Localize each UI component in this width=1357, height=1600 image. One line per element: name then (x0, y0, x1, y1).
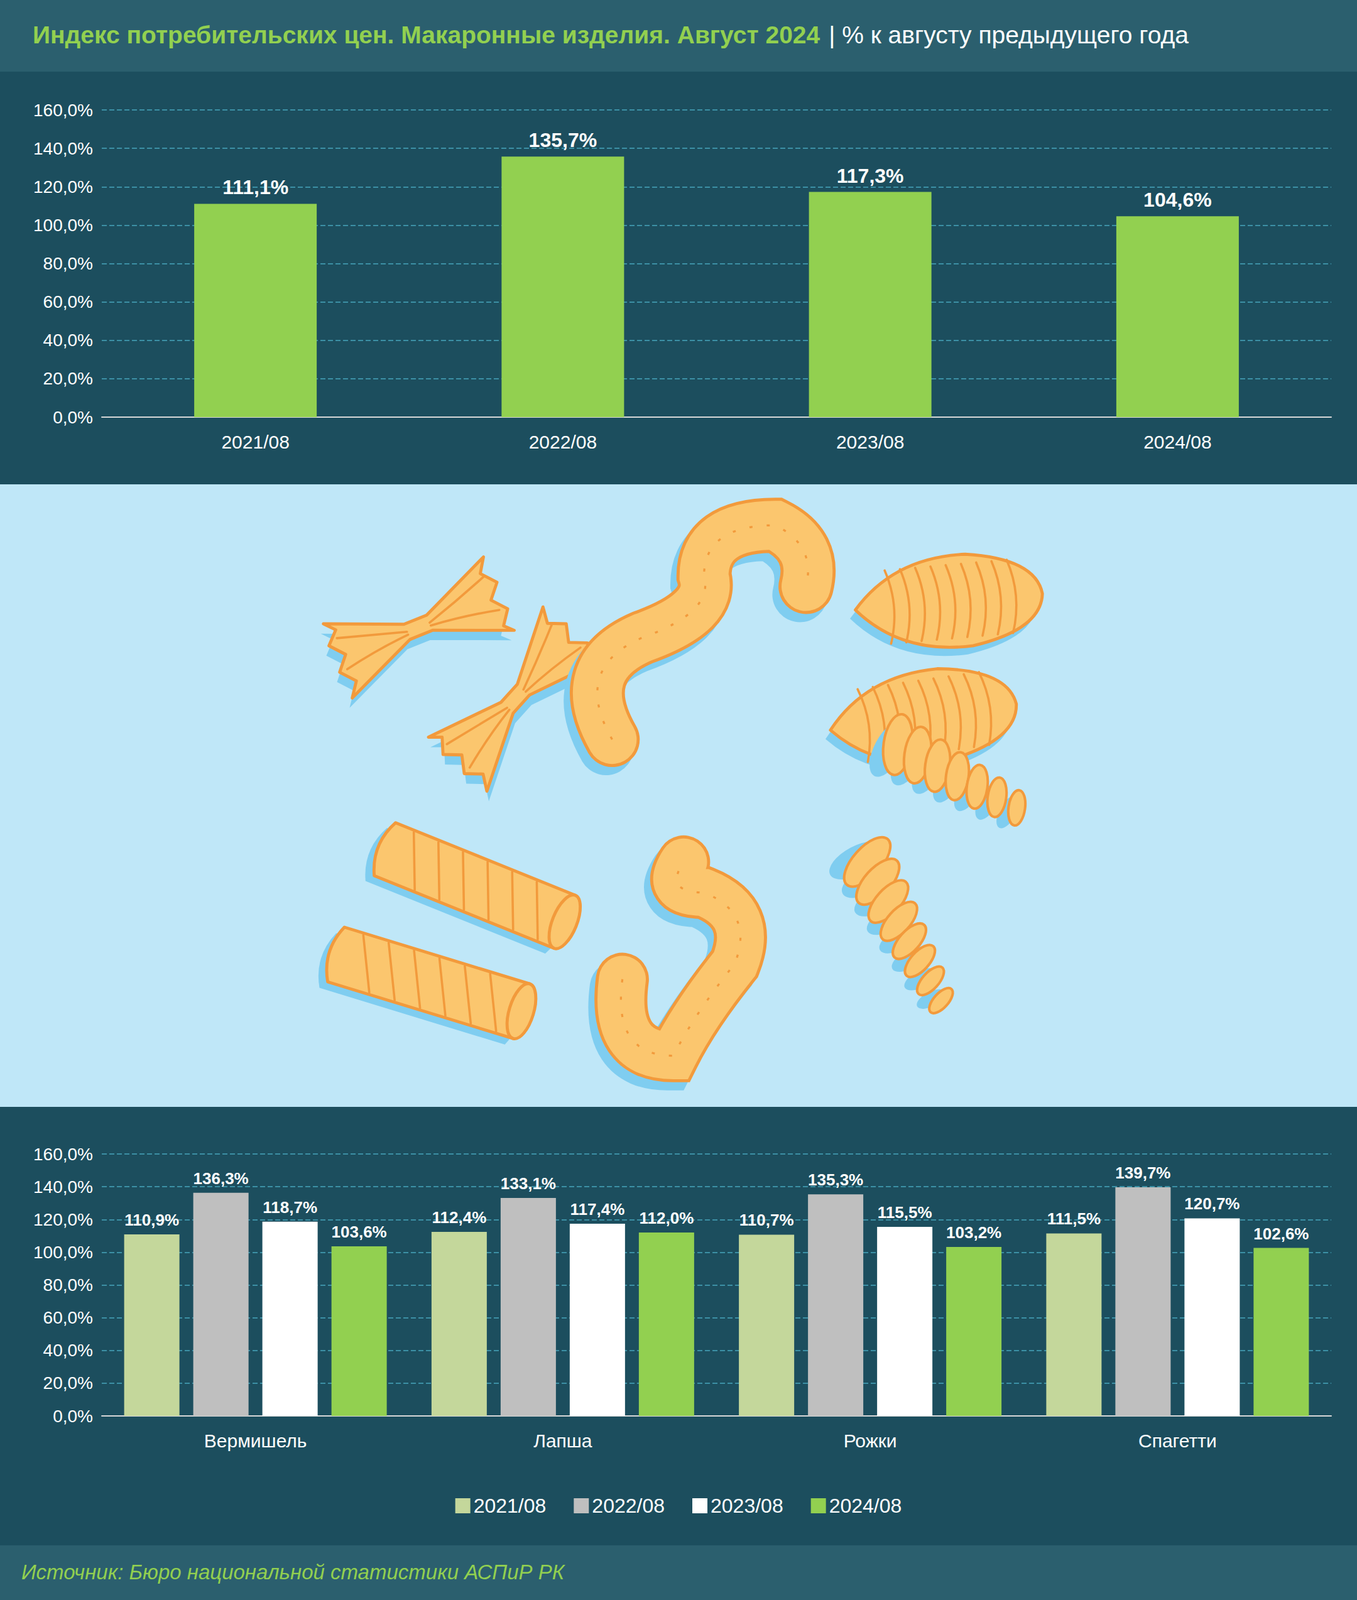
html-text:Источник: Бюро национальной ст: Источник: Бюро национальной статистики А… (21, 1560, 565, 1584)
svg-text:117,4%: 117,4% (570, 1199, 626, 1219)
svg-text:Вермишель: Вермишель (204, 1430, 308, 1452)
html-text:Индекс потребительских цен. Ма: Индекс потребительских цен. Макаронные и… (32, 21, 1189, 49)
svg-text:80,0%: 80,0% (43, 1275, 93, 1295)
svg-text:160,0%: 160,0% (33, 100, 93, 120)
svg-text:140,0%: 140,0% (33, 1177, 93, 1197)
svg-text:102,6%: 102,6% (1253, 1224, 1309, 1244)
svg-text:2021/08: 2021/08 (473, 1494, 547, 1518)
svg-text:112,4%: 112,4% (432, 1208, 487, 1227)
svg-text:120,0%: 120,0% (33, 177, 93, 197)
svg-text:139,7%: 139,7% (1115, 1163, 1171, 1183)
svg-text:133,1%: 133,1% (500, 1174, 556, 1194)
svg-text:40,0%: 40,0% (43, 330, 93, 350)
svg-text:60,0%: 60,0% (43, 292, 93, 312)
svg-text:2022/08: 2022/08 (591, 1494, 665, 1518)
svg-text:2023/08: 2023/08 (710, 1494, 784, 1518)
svg-text:103,6%: 103,6% (331, 1222, 387, 1242)
svg-text:115,5%: 115,5% (877, 1203, 933, 1222)
svg-text:135,7%: 135,7% (528, 128, 598, 152)
svg-text:Лапша: Лапша (533, 1430, 593, 1452)
svg-text:110,7%: 110,7% (739, 1210, 795, 1230)
svg-text:40,0%: 40,0% (43, 1340, 93, 1361)
svg-text:2022/08: 2022/08 (528, 431, 597, 453)
svg-text:2024/08: 2024/08 (829, 1494, 903, 1518)
svg-text:117,3%: 117,3% (836, 164, 905, 188)
svg-text:0,0%: 0,0% (52, 407, 93, 428)
svg-text:20,0%: 20,0% (43, 1373, 93, 1393)
svg-text:0,0%: 0,0% (52, 1406, 93, 1427)
svg-text:110,9%: 110,9% (124, 1210, 180, 1230)
svg-text:120,7%: 120,7% (1184, 1194, 1240, 1214)
svg-text:118,7%: 118,7% (262, 1198, 318, 1217)
svg-text:100,0%: 100,0% (33, 215, 93, 235)
svg-text:60,0%: 60,0% (43, 1307, 93, 1328)
svg-text:80,0%: 80,0% (43, 253, 93, 274)
svg-text:20,0%: 20,0% (43, 368, 93, 389)
svg-text:Рожки: Рожки (843, 1430, 898, 1452)
svg-text:140,0%: 140,0% (33, 138, 93, 159)
svg-text:136,3%: 136,3% (193, 1169, 249, 1189)
svg-text:2021/08: 2021/08 (221, 431, 289, 453)
svg-text:2024/08: 2024/08 (1143, 431, 1212, 453)
svg-text:100,0%: 100,0% (33, 1242, 93, 1263)
svg-text:120,0%: 120,0% (33, 1209, 93, 1230)
svg-text:160,0%: 160,0% (33, 1144, 93, 1165)
svg-text:111,1%: 111,1% (222, 175, 289, 199)
svg-text:Спагетти: Спагетти (1138, 1430, 1217, 1452)
svg-text:103,2%: 103,2% (946, 1223, 1002, 1243)
svg-text:135,3%: 135,3% (807, 1170, 864, 1190)
svg-text:2023/08: 2023/08 (836, 431, 905, 453)
svg-text:111,5%: 111,5% (1047, 1209, 1101, 1229)
svg-text:112,0%: 112,0% (639, 1208, 695, 1228)
svg-text:104,6%: 104,6% (1143, 188, 1212, 212)
